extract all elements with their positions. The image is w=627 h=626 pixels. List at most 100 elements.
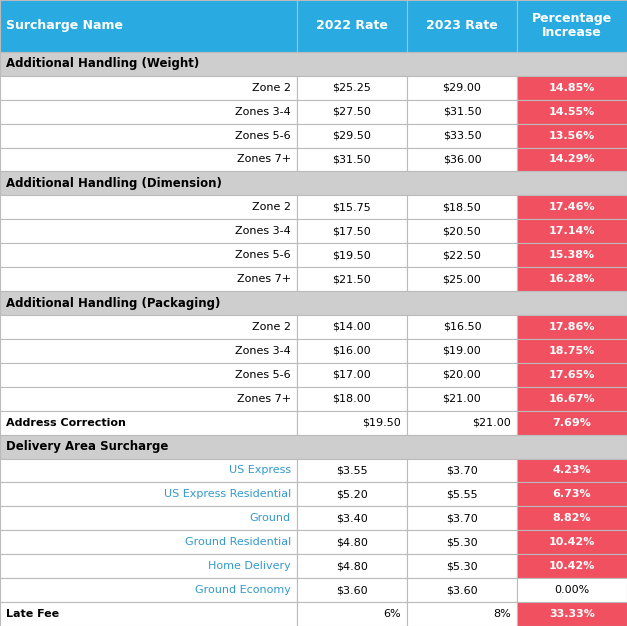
Text: 6.73%: 6.73% <box>552 490 591 500</box>
Bar <box>517 506 627 530</box>
Bar <box>0 554 297 578</box>
Bar <box>407 148 517 172</box>
Text: $3.40: $3.40 <box>336 513 368 523</box>
Bar <box>297 506 407 530</box>
Text: $36.00: $36.00 <box>443 155 482 165</box>
Text: $16.00: $16.00 <box>332 346 371 356</box>
Bar <box>297 554 407 578</box>
Text: Zones 5-6: Zones 5-6 <box>235 131 291 141</box>
Bar <box>407 458 517 483</box>
Bar <box>0 578 297 602</box>
Text: $16.50: $16.50 <box>443 322 482 332</box>
Text: Ground Economy: Ground Economy <box>195 585 291 595</box>
Text: $5.30: $5.30 <box>446 537 478 547</box>
Text: 17.86%: 17.86% <box>549 322 595 332</box>
Bar <box>297 76 407 100</box>
Bar <box>407 483 517 506</box>
Bar <box>297 530 407 554</box>
Bar <box>0 483 297 506</box>
Text: $4.80: $4.80 <box>336 537 368 547</box>
Bar <box>517 458 627 483</box>
Text: 33.33%: 33.33% <box>549 609 595 619</box>
Bar <box>0 267 297 291</box>
Bar <box>407 219 517 244</box>
Bar <box>297 602 407 626</box>
Bar <box>0 530 297 554</box>
Text: Address Correction: Address Correction <box>6 418 126 428</box>
Text: 8.82%: 8.82% <box>552 513 591 523</box>
Bar <box>517 244 627 267</box>
Bar <box>0 291 627 315</box>
Bar <box>407 387 517 411</box>
Bar <box>0 602 297 626</box>
Text: $31.50: $31.50 <box>443 106 482 116</box>
Bar <box>0 387 297 411</box>
Text: $25.00: $25.00 <box>443 274 482 284</box>
Bar <box>407 76 517 100</box>
Text: 14.55%: 14.55% <box>549 106 595 116</box>
Text: Ground Residential: Ground Residential <box>184 537 291 547</box>
Bar <box>0 52 627 76</box>
Bar <box>297 0 407 52</box>
Text: $22.50: $22.50 <box>443 250 482 260</box>
Bar <box>517 76 627 100</box>
Text: Home Delivery: Home Delivery <box>208 561 291 571</box>
Bar <box>297 363 407 387</box>
Bar <box>517 411 627 434</box>
Text: Delivery Area Surcharge: Delivery Area Surcharge <box>6 440 169 453</box>
Bar <box>407 530 517 554</box>
Bar <box>0 339 297 363</box>
Bar <box>517 100 627 123</box>
Text: Zones 7+: Zones 7+ <box>237 274 291 284</box>
Text: 4.23%: 4.23% <box>552 466 591 476</box>
Text: Additional Handling (Dimension): Additional Handling (Dimension) <box>6 177 222 190</box>
Text: Zone 2: Zone 2 <box>252 202 291 212</box>
Bar <box>407 602 517 626</box>
Bar <box>407 244 517 267</box>
Text: 16.28%: 16.28% <box>549 274 595 284</box>
Bar <box>297 100 407 123</box>
Bar <box>407 363 517 387</box>
Bar <box>297 387 407 411</box>
Text: 2023 Rate: 2023 Rate <box>426 19 498 33</box>
Bar <box>297 244 407 267</box>
Text: $20.50: $20.50 <box>443 226 482 236</box>
Bar <box>0 458 297 483</box>
Text: 10.42%: 10.42% <box>549 537 595 547</box>
Text: Zones 3-4: Zones 3-4 <box>235 346 291 356</box>
Text: 17.14%: 17.14% <box>549 226 595 236</box>
Text: $19.50: $19.50 <box>362 418 401 428</box>
Bar <box>517 578 627 602</box>
Bar <box>407 100 517 123</box>
Text: $15.75: $15.75 <box>332 202 371 212</box>
Bar <box>0 100 297 123</box>
Text: $21.00: $21.00 <box>472 418 511 428</box>
Text: 17.65%: 17.65% <box>549 370 595 380</box>
Text: 8%: 8% <box>493 609 511 619</box>
Bar <box>517 387 627 411</box>
Text: $3.60: $3.60 <box>446 585 478 595</box>
Text: $17.50: $17.50 <box>332 226 371 236</box>
Text: Zones 3-4: Zones 3-4 <box>235 106 291 116</box>
Bar <box>517 195 627 219</box>
Bar <box>517 363 627 387</box>
Bar <box>407 0 517 52</box>
Bar <box>517 267 627 291</box>
Text: $19.00: $19.00 <box>443 346 482 356</box>
Bar <box>297 123 407 148</box>
Text: $25.25: $25.25 <box>332 83 371 93</box>
Text: Surcharge Name: Surcharge Name <box>6 19 123 33</box>
Text: 13.56%: 13.56% <box>549 131 595 141</box>
Text: US Express: US Express <box>229 466 291 476</box>
Bar <box>517 0 627 52</box>
Text: $3.70: $3.70 <box>446 513 478 523</box>
Text: $27.50: $27.50 <box>332 106 371 116</box>
Bar <box>297 219 407 244</box>
Text: 14.85%: 14.85% <box>549 83 595 93</box>
Text: $19.50: $19.50 <box>332 250 371 260</box>
Bar <box>517 554 627 578</box>
Text: Zones 7+: Zones 7+ <box>237 394 291 404</box>
Text: Ground: Ground <box>250 513 291 523</box>
Bar <box>0 363 297 387</box>
Bar <box>407 411 517 434</box>
